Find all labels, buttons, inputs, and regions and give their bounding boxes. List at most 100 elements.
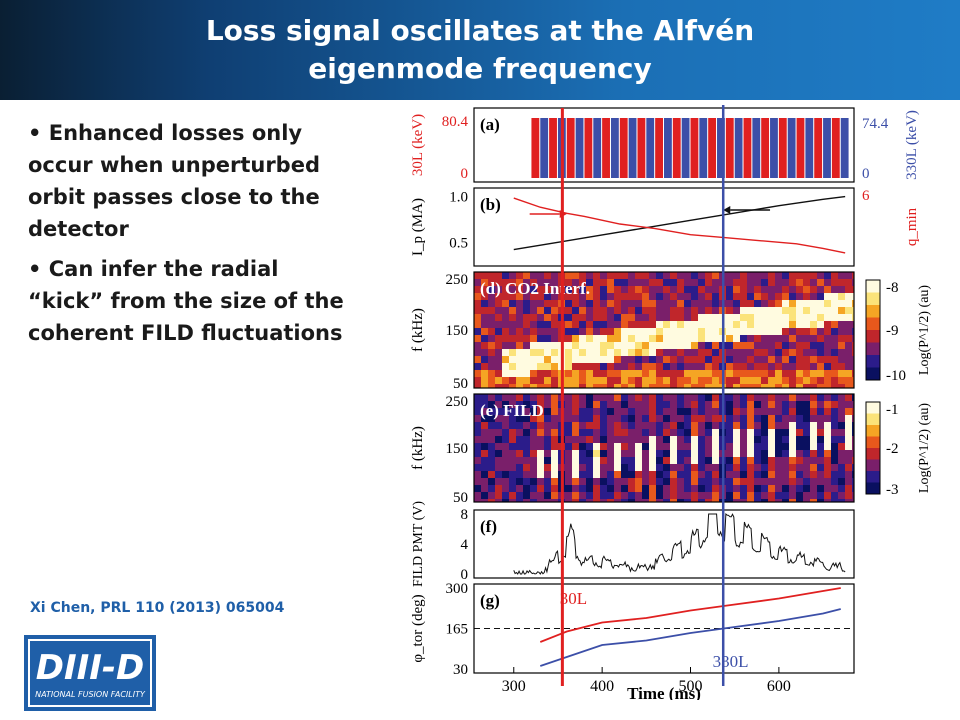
spectrogram-cell: [705, 471, 712, 478]
spectrogram-cell: [663, 370, 670, 377]
spectrogram-cell: [502, 457, 509, 464]
spectrogram-cell: [607, 408, 614, 415]
colorbar-e-color: [866, 448, 880, 460]
spectrogram-cell: [796, 286, 803, 293]
spectrogram-cell: [845, 279, 852, 286]
spectrogram-cell: [726, 335, 733, 342]
spectrogram-cell: [838, 377, 845, 384]
beam-pulse-bar: [814, 118, 823, 178]
spectrogram-cell: [656, 370, 663, 377]
spectrogram-cell: [852, 384, 854, 388]
spectrogram-cell: [642, 464, 649, 471]
spectrogram-cell: [537, 300, 544, 307]
beam-pulse-bar: [681, 118, 690, 178]
spectrogram-cell: [649, 349, 656, 356]
spectrogram-cell: [502, 363, 509, 370]
spectrogram-cell: [677, 377, 684, 384]
spectrogram-cell: [565, 370, 572, 377]
spectrogram-cell: [530, 321, 537, 328]
spectrogram-cell: [677, 293, 684, 300]
spectrogram-cell: [705, 401, 712, 408]
spectrogram-cell: [586, 300, 593, 307]
beam-pulse-bar: [540, 118, 549, 178]
spectrogram-cell: [607, 363, 614, 370]
spectrogram-cell: [481, 279, 488, 286]
beam-pulse-bar: [699, 118, 708, 178]
spectrogram-cell: [775, 422, 782, 429]
spectrogram-cell: [586, 457, 593, 464]
spectrogram-cell: [502, 499, 509, 502]
spectrogram-cell: [621, 394, 628, 401]
spectrogram-cell: [544, 328, 551, 335]
spectrogram-cell: [586, 286, 593, 293]
spectrogram-cell: [670, 471, 677, 478]
spectrogram-cell: [845, 492, 852, 499]
spectrogram-cell: [810, 272, 817, 279]
spectrogram-cell: [516, 349, 523, 356]
spectrogram-cell: [488, 279, 495, 286]
spectrogram-cell: [838, 335, 845, 342]
spectrogram-cell: [572, 443, 579, 450]
series-label-330l: 330L: [713, 652, 749, 671]
title-banner: [0, 0, 960, 100]
spectrogram-cell: [537, 499, 544, 502]
spectrogram-cell: [775, 307, 782, 314]
spectrogram-cell: [488, 492, 495, 499]
spectrogram-cell: [705, 478, 712, 485]
spectrogram-cell: [670, 394, 677, 401]
spectrogram-cell: [810, 342, 817, 349]
spectrogram-cell: [768, 492, 775, 499]
panel-a-frame: [473, 107, 855, 183]
spectrogram-cell: [726, 394, 733, 401]
spectrogram-cell: [565, 429, 572, 436]
spectrogram-cell: [600, 279, 607, 286]
spectrogram-cell: [572, 384, 579, 388]
spectrogram-cell: [712, 286, 719, 293]
spectrogram-cell: [775, 328, 782, 335]
spectrogram-cell: [474, 415, 481, 422]
spectrogram-cell: [838, 415, 845, 422]
spectrogram-cell: [607, 307, 614, 314]
panel-a-left-tick: 80.4: [442, 114, 469, 130]
spectrogram-cell: [817, 492, 824, 499]
spectrogram-cell: [775, 384, 782, 388]
spectrogram-cell: [824, 314, 831, 321]
spectrogram-cell: [488, 401, 495, 408]
spectrogram-cell: [838, 363, 845, 370]
spectrogram-cell: [747, 450, 754, 457]
spectrogram-cell: [600, 370, 607, 377]
spectrogram-cell: [579, 401, 586, 408]
panel-a-right-tick: 74.4: [862, 116, 889, 132]
spectrogram-cell: [782, 471, 789, 478]
panel-d-tick: 150: [446, 323, 469, 339]
spectrogram-cell: [747, 408, 754, 415]
spectrogram-cell: [635, 471, 642, 478]
spectrogram-cell: [586, 377, 593, 384]
spectrogram-cell: [600, 499, 607, 502]
spectrogram-cell: [670, 384, 677, 388]
spectrogram-cell: [810, 314, 817, 321]
spectrogram-cell: [726, 422, 733, 429]
spectrogram-cell: [852, 499, 854, 502]
spectrogram-cell: [845, 485, 852, 492]
spectrogram-cell: [782, 492, 789, 499]
spectrogram-cell: [712, 485, 719, 492]
spectrogram-cell: [761, 272, 768, 279]
spectrogram-cell: [488, 415, 495, 422]
spectrogram-cell: [775, 429, 782, 436]
panel-b-right-tick: 6: [862, 188, 870, 204]
spectrogram-cell: [747, 457, 754, 464]
spectrogram-cell: [775, 349, 782, 356]
spectrogram-cell: [817, 342, 824, 349]
spectrogram-cell: [635, 457, 642, 464]
spectrogram-cell: [509, 443, 516, 450]
spectrogram-cell: [635, 429, 642, 436]
spectrogram-cell: [481, 443, 488, 450]
spectrogram-cell: [677, 321, 684, 328]
spectrogram-cell: [712, 307, 719, 314]
spectrogram-cell: [838, 471, 845, 478]
spectrogram-cell: [831, 377, 838, 384]
spectrogram-cell: [509, 328, 516, 335]
spectrogram-cell: [481, 377, 488, 384]
spectrogram-cell: [600, 415, 607, 422]
